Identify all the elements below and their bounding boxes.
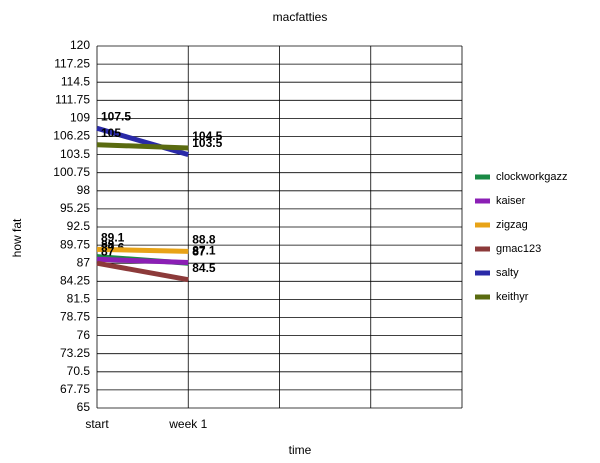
value-label: 89.1 <box>101 231 125 245</box>
series-line <box>96 246 189 254</box>
series-line <box>96 142 189 151</box>
y-tick-label: 120 <box>70 38 90 52</box>
y-tick-label: 78.75 <box>60 310 90 324</box>
legend-label: clockworkgazz <box>496 171 568 183</box>
value-label: 87 <box>101 244 115 258</box>
series-line <box>96 125 189 158</box>
legend-label: keithyr <box>496 291 529 303</box>
y-tick-label: 67.75 <box>60 382 90 396</box>
y-tick-label: 117.25 <box>54 56 90 70</box>
value-label: 88.8 <box>192 233 216 247</box>
y-tick-label: 95.25 <box>60 201 90 215</box>
legend-label: gmac123 <box>496 243 541 255</box>
y-tick-label: 70.5 <box>67 364 91 378</box>
x-axis-label: time <box>289 443 312 457</box>
y-tick-label: 106.25 <box>53 129 90 143</box>
y-tick-label: 109 <box>70 111 90 125</box>
y-tick-label: 76 <box>77 328 91 342</box>
legend-label: salty <box>496 267 519 279</box>
y-tick-label: 89.75 <box>60 237 90 251</box>
x-tick-label: start <box>85 417 109 431</box>
series-line <box>96 260 189 283</box>
series-line <box>96 256 189 266</box>
legend-label: kaiser <box>496 195 526 207</box>
value-label: 84.5 <box>192 261 216 275</box>
y-tick-label: 114.5 <box>61 74 90 88</box>
value-label: 107.5 <box>101 109 131 123</box>
y-tick-label: 103.5 <box>60 147 90 161</box>
value-label: 104.5 <box>192 129 222 143</box>
y-tick-label: 84.25 <box>60 273 90 287</box>
y-tick-label: 111.75 <box>55 92 90 106</box>
value-label: 87 <box>192 244 206 258</box>
value-label: 103.5 <box>192 136 222 150</box>
value-label: 105 <box>101 126 121 140</box>
y-tick-label: 98 <box>77 183 91 197</box>
legend-label: zigzag <box>496 219 528 231</box>
value-label: 87.1 <box>192 244 216 258</box>
y-tick-label: 81.5 <box>67 292 91 306</box>
y-tick-label: 92.5 <box>67 219 91 233</box>
y-tick-label: 87 <box>77 255 91 269</box>
chart-title: macfatties <box>273 10 328 24</box>
y-tick-label: 100.75 <box>53 165 90 179</box>
y-tick-label: 65 <box>77 400 91 414</box>
y-tick-label: 73.25 <box>60 346 90 360</box>
x-tick-label: week 1 <box>168 417 207 431</box>
y-axis-label: how fat <box>10 218 24 257</box>
